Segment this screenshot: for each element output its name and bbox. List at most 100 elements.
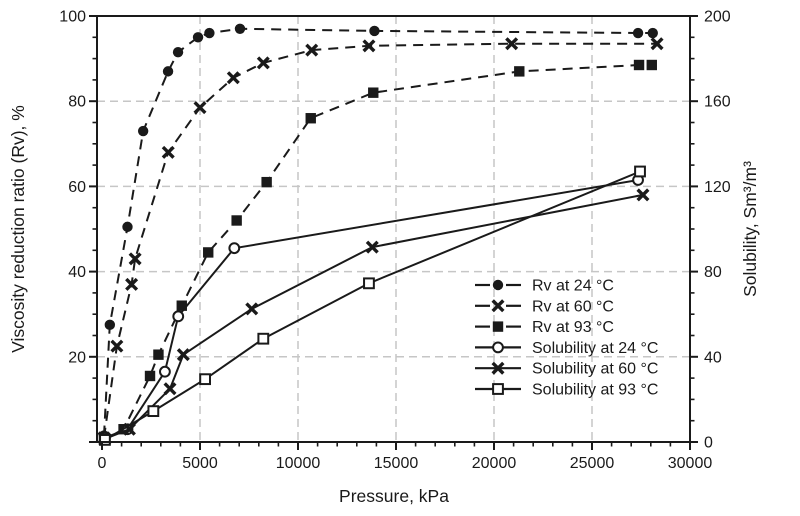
marker-open-square (492, 383, 504, 395)
marker-x (256, 56, 270, 70)
marker-x (161, 145, 175, 159)
y-right-tick-label: 120 (704, 179, 731, 196)
marker-x (491, 299, 505, 313)
x-axis-tick-label: 5000 (182, 455, 218, 472)
legend-label: Solubility at 24 °C (532, 340, 658, 357)
legend-item-rv-at-24-c: Rv at 24 °C (475, 278, 614, 295)
marker-open-square (363, 277, 375, 290)
marker-x (226, 71, 240, 85)
marker-x (193, 101, 207, 115)
y-right-tick-label: 0 (704, 435, 713, 452)
marker-filled-circle (104, 319, 116, 331)
marker-x (362, 39, 376, 53)
marker-x (491, 361, 505, 375)
legend: Rv at 24 °C Rv at 60 °C Rv at 93 °C Solubil… (475, 278, 658, 399)
marker-x (176, 348, 190, 362)
legend-label: Rv at 60 °C (532, 298, 614, 315)
series-solubility-at-93-c (99, 165, 646, 446)
marker-filled-circle (192, 32, 204, 43)
series-line (104, 193, 644, 440)
marker-x (305, 43, 319, 57)
series-line (104, 170, 641, 441)
series-rv-at-24-c (98, 23, 658, 441)
marker-open-square (199, 373, 211, 386)
y-right-tick-label: 200 (704, 9, 731, 26)
marker-x (110, 339, 124, 353)
marker-x (245, 302, 259, 316)
series-plots (97, 23, 664, 446)
y-left-tick-label: 60 (68, 179, 86, 196)
legend-label: Solubility at 93 °C (532, 382, 658, 399)
y-left-tick-label: 100 (59, 9, 86, 26)
y-right-tick-label: 40 (704, 349, 722, 366)
marker-filled-square (633, 59, 645, 71)
x-axis-tick-label: 30000 (668, 455, 713, 472)
legend-item-rv-at-93-c: Rv at 93 °C (475, 319, 614, 336)
y-left-tick-label: 20 (68, 349, 86, 366)
marker-x (122, 422, 136, 436)
x-axis-title: Pressure, kPa (339, 486, 449, 506)
legend-item-solubility-at-24-c: Solubility at 24 °C (475, 340, 658, 357)
marker-filled-square (368, 87, 379, 98)
y-right-tick-label: 160 (704, 94, 731, 111)
series-line (103, 27, 653, 436)
x-axis-tick-label: 0 (98, 455, 107, 472)
marker-filled-square (646, 59, 657, 71)
series-line (103, 42, 658, 438)
marker-open-circle (492, 341, 504, 354)
marker-filled-square (153, 349, 164, 360)
marker-open-circle (172, 310, 185, 323)
marker-open-square (257, 332, 270, 345)
x-axis-tick-label: 20000 (472, 455, 517, 472)
legend-label: Rv at 24 °C (532, 278, 614, 295)
y-left-tick-label: 80 (68, 94, 86, 111)
legend-item-solubility-at-60-c: Solubility at 60 °C (475, 361, 658, 378)
marker-filled-circle (122, 221, 133, 233)
marker-filled-square (231, 215, 242, 226)
marker-x (163, 382, 177, 396)
marker-filled-circle (234, 23, 246, 34)
marker-filled-square (144, 370, 156, 382)
marker-filled-circle (632, 27, 644, 39)
marker-open-square (99, 433, 111, 446)
legend-item-solubility-at-93-c: Solubility at 93 °C (475, 382, 658, 399)
y-left-tick-label: 40 (68, 264, 86, 281)
marker-x (125, 277, 139, 291)
marker-filled-square (514, 66, 525, 77)
legend-label: Rv at 93 °C (532, 319, 614, 336)
marker-filled-circle (162, 66, 174, 77)
marker-filled-circle (137, 125, 149, 137)
marker-open-circle (228, 242, 241, 255)
plot-border (96, 15, 691, 443)
marker-filled-circle (204, 27, 215, 39)
series-solubility-at-60-c (98, 188, 650, 446)
marker-filled-circle (647, 27, 658, 39)
marker-filled-square (203, 247, 214, 258)
tick-labels: 0 5000 10000 15000 20000 25000 30000 20 40 60 80 10… (59, 9, 731, 473)
marker-filled-square (261, 176, 272, 188)
legend-label: Solubility at 60 °C (532, 361, 658, 378)
marker-filled-square (176, 300, 187, 311)
y-axis-title-left: Viscosity reduction ratio (Rv), % (8, 105, 28, 353)
axes (89, 15, 698, 450)
marker-filled-circle (492, 279, 504, 291)
marker-x (505, 37, 519, 51)
legend-item-rv-at-60-c: Rv at 60 °C (475, 298, 614, 315)
marker-x (650, 37, 664, 51)
gridlines (97, 16, 690, 442)
y-right-tick-label: 80 (704, 264, 722, 281)
marker-filled-square (492, 321, 504, 332)
x-axis-tick-label: 25000 (570, 455, 615, 472)
marker-open-square (147, 405, 160, 418)
marker-x (365, 240, 379, 254)
x-axis-tick-label: 10000 (276, 455, 321, 472)
marker-filled-circle (369, 25, 380, 37)
marker-open-circle (159, 365, 171, 378)
marker-x (128, 252, 142, 266)
x-axis-tick-label: 15000 (374, 455, 419, 472)
marker-x (636, 188, 650, 202)
y-axis-title-right: Solubility, Sm³/m³ (740, 161, 760, 297)
marker-open-square (634, 165, 646, 178)
